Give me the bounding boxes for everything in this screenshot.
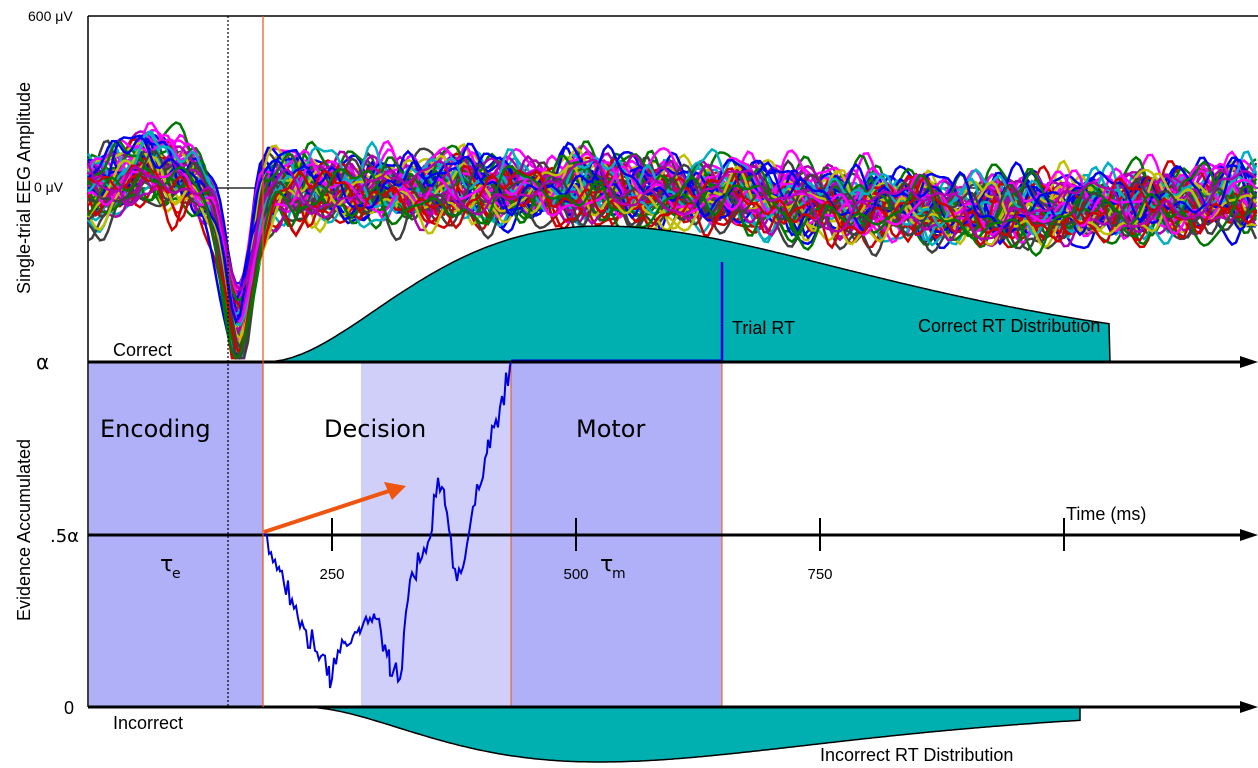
time-tick-label-500: 500 — [563, 566, 588, 583]
eeg-panel: Single-trial EEG Amplitude 600 μV 0 μV C… — [14, 8, 1258, 363]
eeg-trace — [87, 154, 1258, 340]
stage-encoding-label: Encoding — [100, 415, 211, 443]
time-axis-arrowhead — [1240, 529, 1258, 541]
incorrect-rt-distribution — [300, 706, 1081, 763]
eeg-tick-top: 600 μV — [28, 8, 73, 24]
model-y-axis-label: Evidence Accumulated — [14, 439, 34, 621]
evidence-accumulation-path — [262, 361, 512, 689]
incorrect-rt-distribution-label: Incorrect RT Distribution — [820, 745, 1013, 765]
tick-half-alpha: .5α — [50, 526, 79, 547]
tau-e-subscript: e — [172, 566, 181, 582]
eeg-trace — [87, 150, 1258, 352]
drift-rate-arrowhead — [384, 482, 406, 500]
eeg-trace — [86, 164, 1258, 360]
model-panel: Evidence Accumulated α .5α 0 Encoding De… — [14, 350, 1258, 765]
time-tick-label-750: 750 — [807, 566, 832, 583]
eeg-trace — [86, 141, 1257, 331]
eeg-y-axis-label: Single-trial EEG Amplitude — [14, 82, 34, 294]
eeg-trace — [87, 164, 1258, 355]
zero-boundary-arrowhead — [1240, 701, 1258, 713]
incorrect-label: Incorrect — [113, 713, 183, 733]
eeg-tick-zero: 0 μV — [34, 179, 64, 195]
tau-m-subscript: m — [612, 566, 626, 582]
eeg-trace — [86, 158, 1257, 292]
trial-rt-label: Trial RT — [732, 318, 795, 338]
time-axis-label: Time (ms) — [1066, 504, 1146, 524]
drift-rate-arrow — [263, 488, 393, 534]
eeg-trace — [87, 162, 1257, 324]
tick-zero: 0 — [64, 698, 74, 718]
correct-label: Correct — [113, 340, 172, 360]
time-tick-label-250: 250 — [319, 566, 344, 583]
correct-rt-distribution-label: Correct RT Distribution — [918, 316, 1100, 336]
stage-decision-label: Decision — [324, 415, 426, 443]
tau-e-symbol: τ — [160, 552, 173, 577]
tau-m-symbol: τ — [600, 552, 613, 577]
alpha-boundary-arrowhead — [1240, 356, 1258, 368]
correct-rt-distribution — [263, 225, 1111, 363]
eeg-traces — [86, 121, 1258, 361]
stage-motor-label: Motor — [576, 415, 645, 443]
eeg-trace — [87, 145, 1258, 331]
tick-alpha: α — [36, 350, 49, 374]
